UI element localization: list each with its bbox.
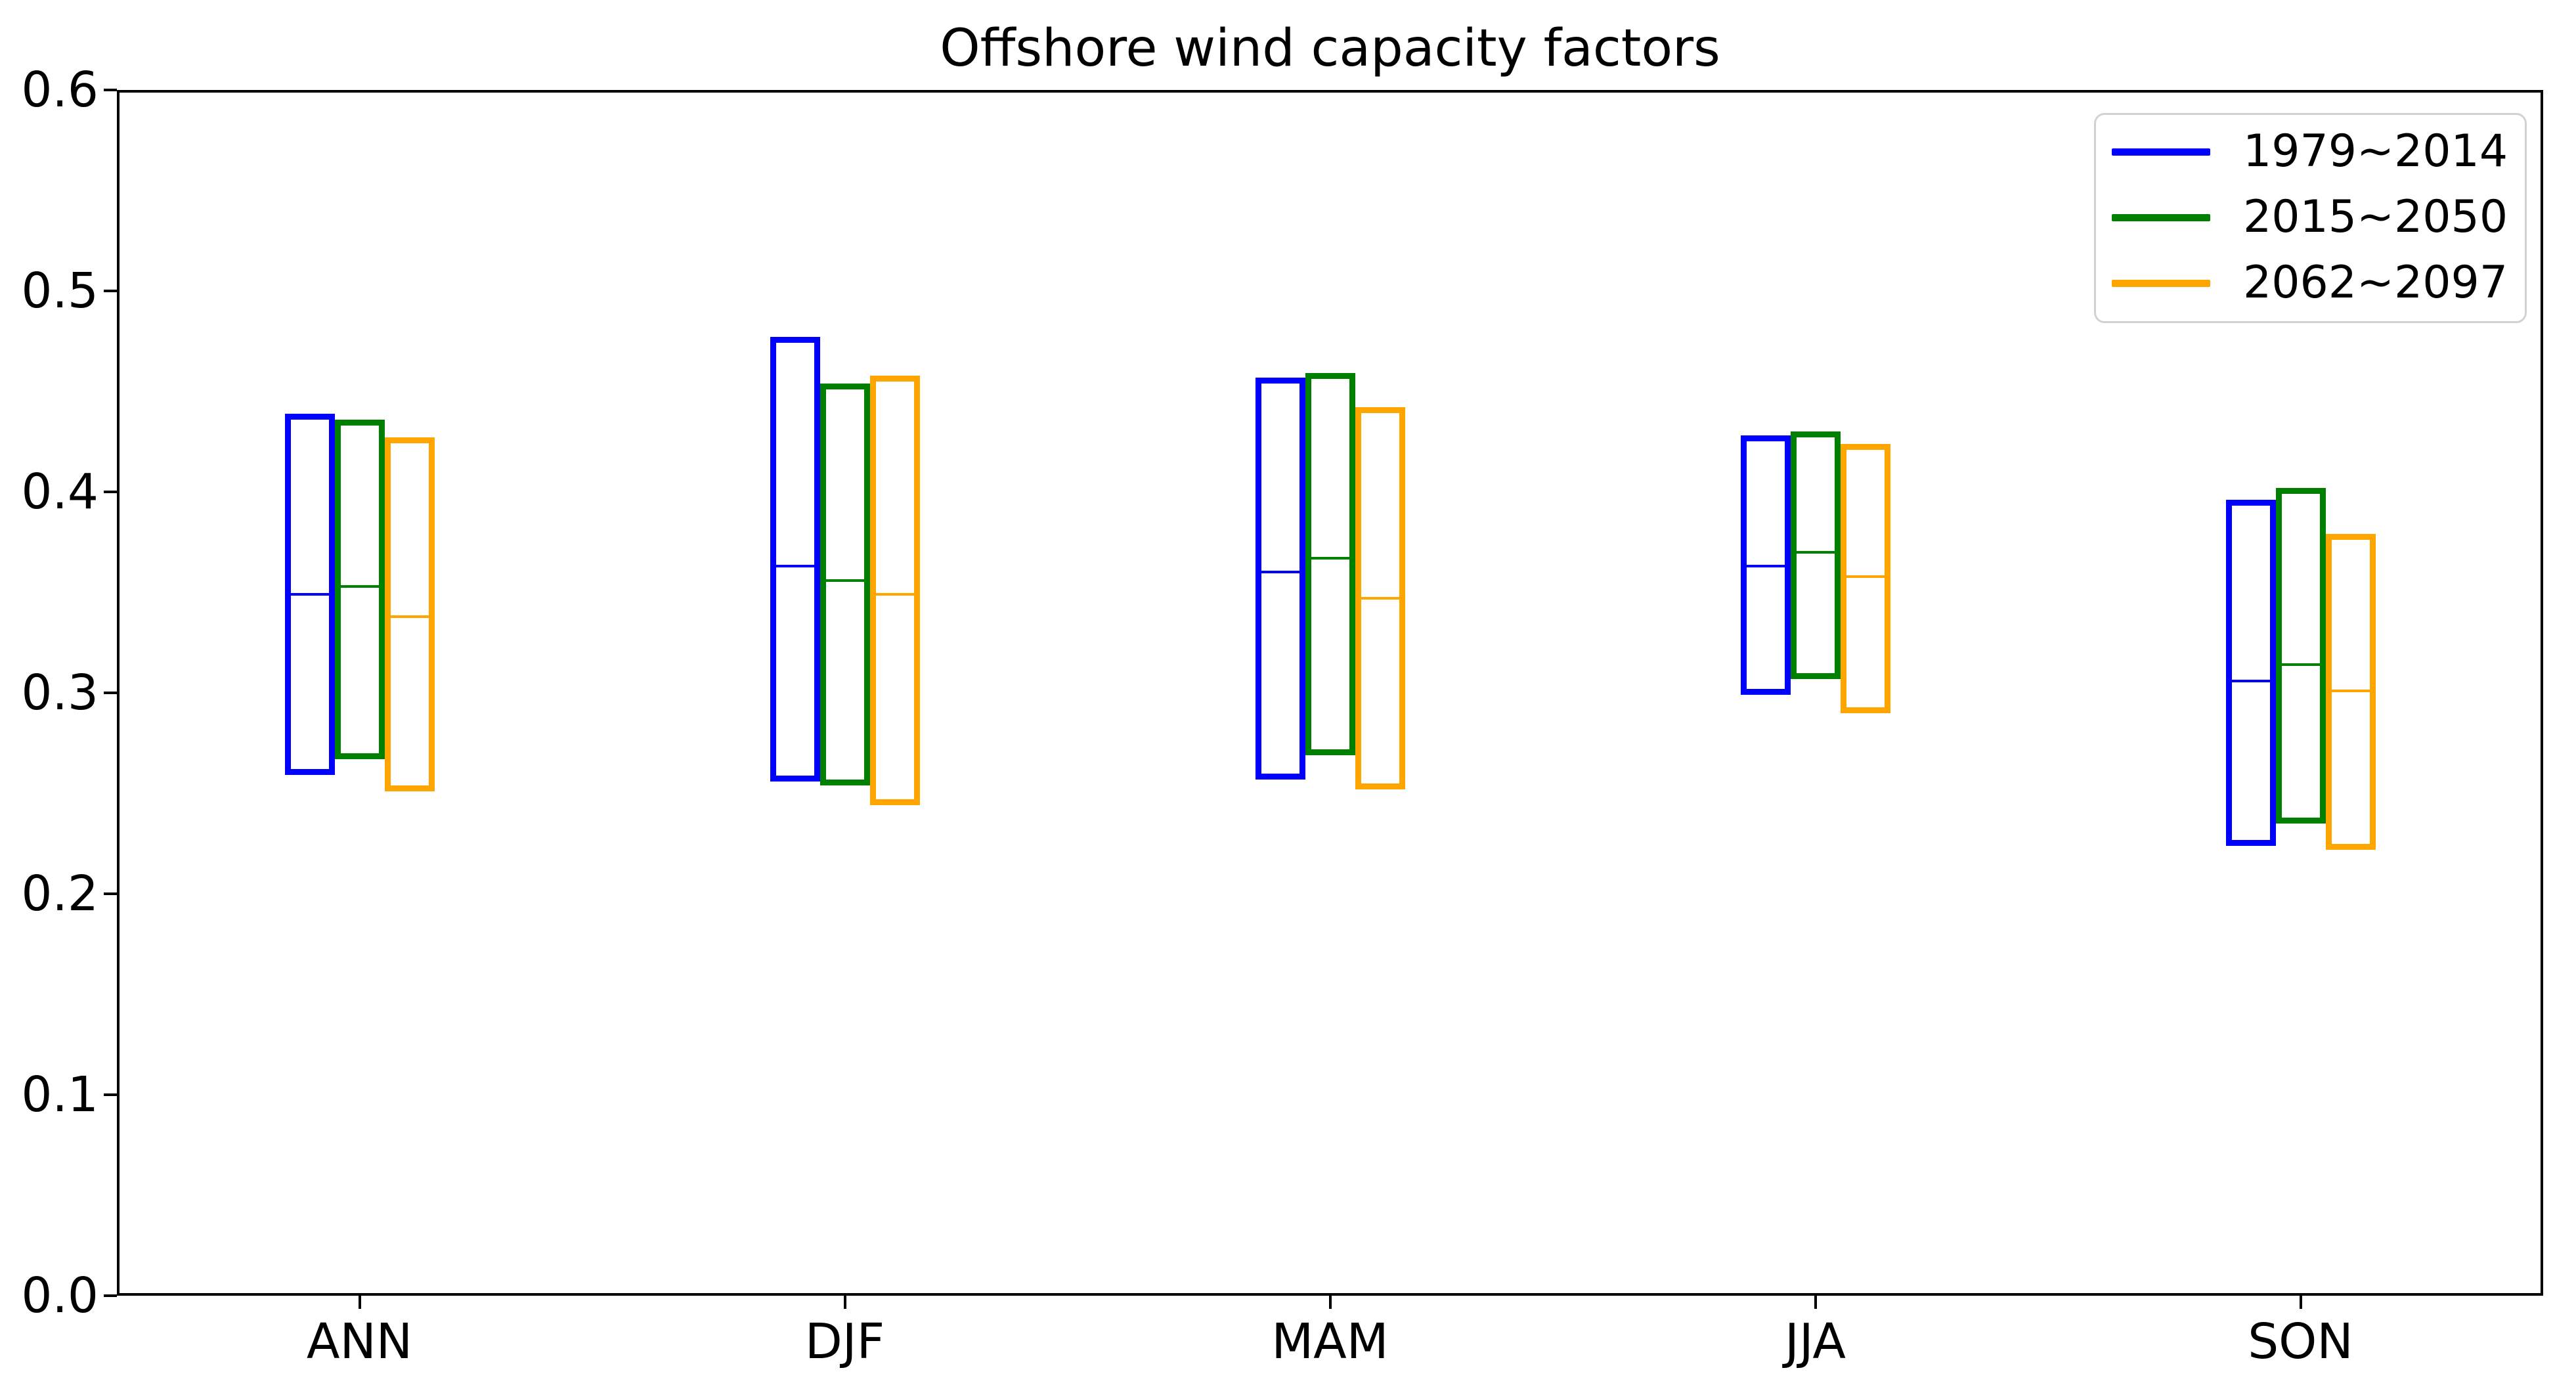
- box: [2325, 534, 2376, 850]
- median-line: [1361, 597, 1399, 600]
- median-line: [1261, 571, 1299, 574]
- legend-swatch: [2112, 213, 2210, 221]
- box: [334, 419, 385, 759]
- legend-label: 1979~2014: [2243, 125, 2508, 177]
- x-tick-label: MAM: [1271, 1313, 1389, 1370]
- y-tick-label: 0.4: [21, 464, 98, 520]
- x-tick-label: JJA: [1785, 1313, 1846, 1370]
- y-tick: [104, 491, 117, 493]
- y-tick-label: 0.6: [21, 62, 98, 118]
- median-line: [2231, 679, 2270, 682]
- legend-item: 2015~2050: [2096, 185, 2525, 250]
- median-line: [2281, 663, 2320, 667]
- median-line: [1746, 565, 1785, 568]
- legend-swatch: [2112, 279, 2210, 287]
- y-tick: [104, 1294, 117, 1297]
- box: [1840, 443, 1890, 713]
- box: [1255, 377, 1305, 780]
- y-tick: [104, 692, 117, 694]
- x-tick: [1814, 1296, 1817, 1309]
- legend-swatch: [2112, 148, 2210, 156]
- median-line: [2331, 689, 2370, 692]
- x-axis-labels: ANN DJF MAM JJA SON: [117, 1309, 2543, 1381]
- median-line: [775, 565, 814, 568]
- legend-label: 2062~2097: [2243, 257, 2508, 309]
- box: [869, 375, 920, 806]
- x-tick: [843, 1296, 846, 1309]
- box: [1740, 435, 1791, 695]
- boxes-layer: [117, 90, 2543, 1296]
- median-line: [340, 584, 379, 588]
- legend: 1979~2014 2015~2050 2062~2097: [2094, 113, 2527, 323]
- y-tick: [104, 290, 117, 292]
- median-line: [390, 615, 429, 618]
- box: [1790, 431, 1841, 679]
- y-tick: [104, 892, 117, 895]
- x-tick: [2299, 1296, 2302, 1309]
- box: [2225, 500, 2276, 846]
- y-tick: [104, 1093, 117, 1096]
- y-tick-label: 0.5: [21, 263, 98, 319]
- y-tick-label: 0.0: [21, 1267, 98, 1324]
- y-axis-ticks: [101, 89, 117, 1297]
- box: [1305, 373, 1355, 755]
- x-tick-label: SON: [2248, 1313, 2353, 1370]
- legend-label: 2015~2050: [2243, 191, 2508, 243]
- x-axis-ticks: [117, 1296, 2543, 1310]
- legend-item: 1979~2014: [2096, 119, 2525, 185]
- y-axis-labels: 0.0 0.1 0.2 0.3 0.4 0.5 0.6: [0, 64, 98, 1322]
- median-line: [1311, 556, 1349, 560]
- x-tick-label: ANN: [306, 1313, 413, 1370]
- y-tick-label: 0.2: [21, 866, 98, 922]
- box: [770, 337, 820, 782]
- chart-title: Offshore wind capacity factors: [940, 19, 1720, 78]
- y-tick: [104, 89, 117, 91]
- y-tick-label: 0.3: [21, 665, 98, 721]
- box: [2275, 487, 2326, 824]
- y-tick-label: 0.1: [21, 1067, 98, 1123]
- median-line: [825, 579, 864, 582]
- x-tick: [1328, 1296, 1332, 1309]
- x-tick-label: DJF: [804, 1313, 885, 1370]
- box: [384, 437, 435, 791]
- x-tick: [358, 1296, 361, 1309]
- median-line: [875, 593, 914, 596]
- legend-item: 2062~2097: [2096, 250, 2525, 316]
- box: [1355, 407, 1405, 789]
- box: [819, 383, 870, 785]
- median-line: [290, 593, 329, 596]
- median-line: [1846, 575, 1885, 578]
- median-line: [1796, 550, 1835, 554]
- box: [284, 413, 335, 776]
